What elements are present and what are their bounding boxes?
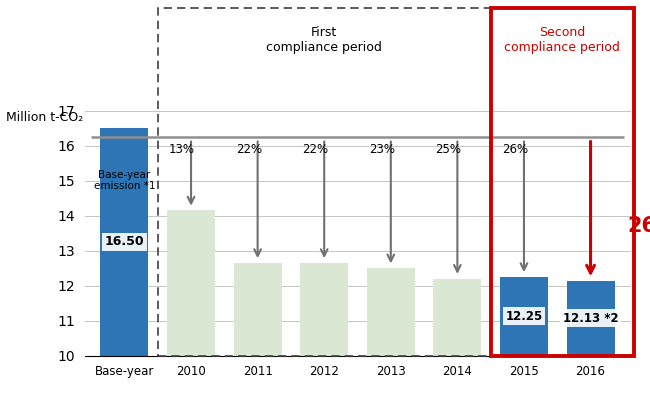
Bar [233, 263, 281, 356]
Text: First
compliance period: First compliance period [266, 26, 382, 53]
Text: 25%: 25% [436, 143, 461, 156]
Text: 23%: 23% [369, 143, 395, 156]
Bar [101, 128, 148, 356]
Bar [567, 281, 614, 356]
Bar [367, 268, 415, 356]
Text: 22%: 22% [302, 143, 328, 156]
Bar [500, 277, 548, 356]
Text: 22%: 22% [236, 143, 262, 156]
Bar [434, 278, 482, 356]
Text: 12.13 *2: 12.13 *2 [563, 312, 618, 325]
Text: 26%: 26% [627, 216, 650, 236]
Text: Base-year
emission *1: Base-year emission *1 [94, 170, 155, 191]
Text: Second
compliance period: Second compliance period [504, 26, 620, 53]
Text: 13%: 13% [169, 143, 195, 156]
Text: 26%: 26% [502, 143, 528, 156]
Bar [167, 210, 215, 356]
Bar [300, 263, 348, 356]
Text: Million t-CO₂: Million t-CO₂ [6, 111, 84, 124]
Text: 16.50: 16.50 [105, 235, 144, 248]
Text: 12.25: 12.25 [505, 310, 543, 323]
